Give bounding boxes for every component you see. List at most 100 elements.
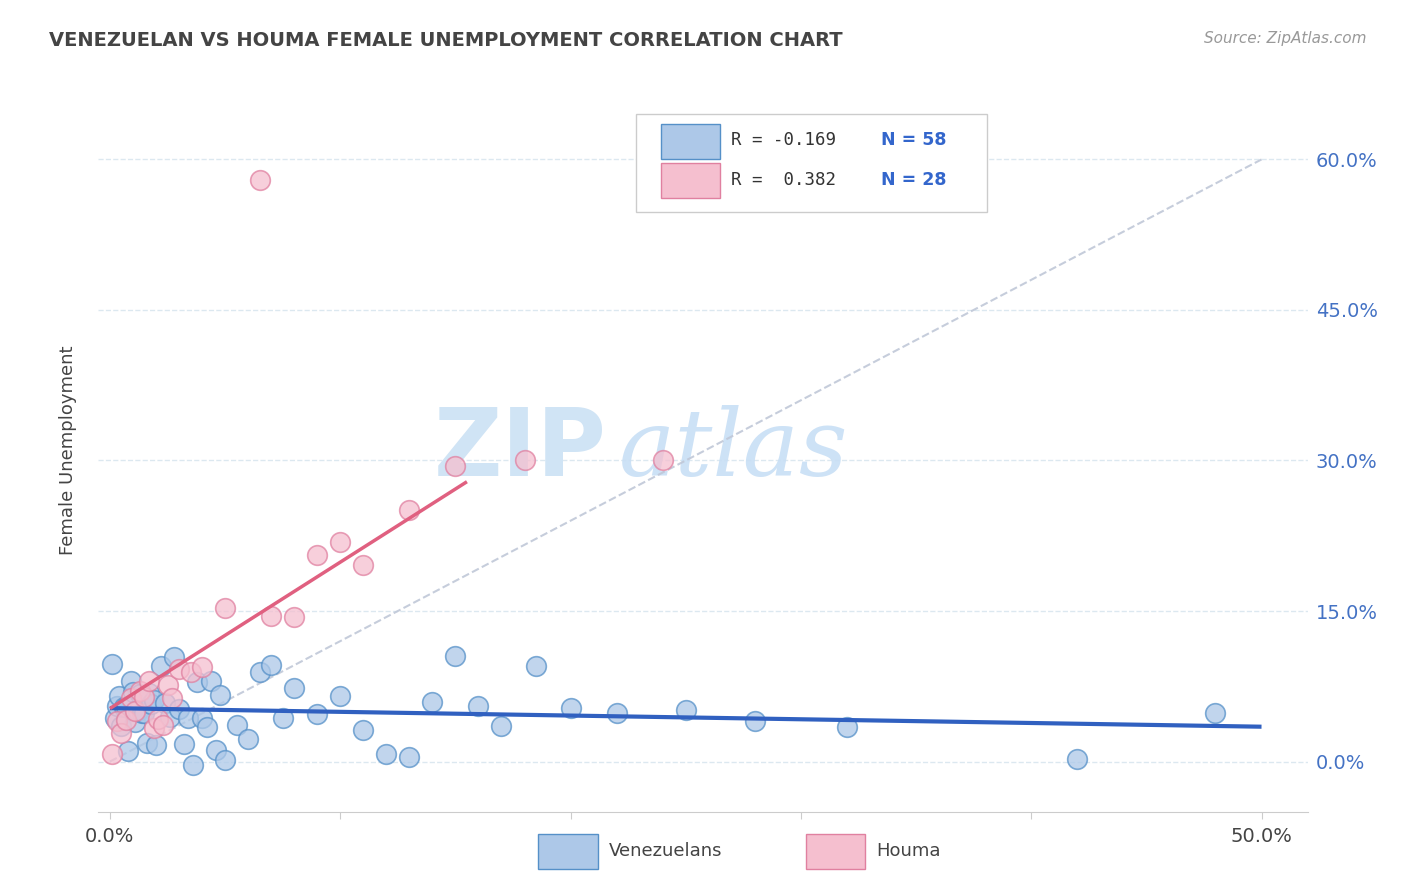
Point (271, 711, 294, 725)
Point (744, 714, 766, 728)
Point (124, 704, 146, 718)
Text: atlas: atlas (619, 406, 848, 495)
Point (141, 697, 163, 711)
Point (214, 601, 236, 615)
Point (835, 720, 858, 734)
Point (128, 687, 150, 701)
Point (560, 701, 582, 715)
Point (156, 678, 179, 692)
Point (524, 658, 547, 673)
Point (117, 744, 139, 758)
Point (307, 707, 329, 722)
Point (444, 648, 467, 663)
Point (260, 608, 283, 623)
Point (138, 686, 160, 700)
Point (606, 706, 628, 720)
Point (675, 703, 697, 717)
Point (120, 691, 142, 706)
Point (205, 742, 228, 756)
Point (191, 711, 214, 725)
Y-axis label: Female Unemployment: Female Unemployment (59, 346, 77, 555)
Point (167, 662, 190, 676)
Point (159, 710, 181, 724)
Point (135, 736, 157, 750)
Point (186, 674, 208, 689)
Text: N = 58: N = 58 (880, 131, 946, 150)
Point (131, 706, 153, 721)
Text: Source: ZipAtlas.com: Source: ZipAtlas.com (1204, 31, 1367, 46)
Point (108, 690, 131, 704)
Point (329, 534, 352, 549)
Point (1204, 706, 1226, 720)
FancyBboxPatch shape (661, 163, 720, 198)
Point (142, 721, 165, 735)
Point (127, 704, 149, 718)
Point (167, 702, 190, 716)
Point (651, 453, 673, 467)
Text: R = -0.169: R = -0.169 (731, 131, 835, 150)
Text: R =  0.382: R = 0.382 (731, 170, 835, 188)
Point (422, 695, 444, 709)
Point (260, 657, 283, 672)
Point (249, 665, 271, 680)
Point (180, 665, 202, 679)
Point (160, 690, 183, 705)
Point (110, 726, 132, 740)
Point (115, 713, 138, 727)
Point (177, 711, 200, 725)
Point (491, 719, 513, 733)
Point (375, 747, 398, 761)
Point (122, 684, 145, 698)
Text: VENEZUELAN VS HOUMA FEMALE UNEMPLOYMENT CORRELATION CHART: VENEZUELAN VS HOUMA FEMALE UNEMPLOYMENT … (49, 31, 842, 50)
Point (181, 758, 204, 772)
Point (120, 674, 142, 689)
Point (307, 548, 329, 562)
Point (124, 715, 146, 730)
Point (145, 739, 167, 753)
Point (103, 711, 125, 725)
Point (115, 699, 138, 714)
Point (225, 718, 247, 732)
Point (398, 749, 420, 764)
Point (444, 458, 467, 473)
Point (209, 688, 232, 702)
Point (214, 753, 236, 767)
Point (352, 558, 374, 572)
Text: N = 28: N = 28 (880, 170, 946, 188)
Point (513, 453, 536, 467)
Point (105, 714, 128, 728)
Point (1066, 752, 1088, 766)
Point (149, 658, 172, 673)
Point (249, 172, 271, 186)
Point (163, 649, 186, 664)
Point (236, 731, 259, 746)
Point (112, 699, 135, 714)
Text: Venezuelans: Venezuelans (609, 842, 723, 860)
FancyBboxPatch shape (637, 114, 987, 212)
Text: ZIP: ZIP (433, 404, 606, 497)
Point (283, 681, 305, 696)
Point (467, 698, 489, 713)
Point (138, 674, 160, 689)
Point (200, 674, 222, 689)
Point (173, 737, 195, 751)
Point (110, 719, 132, 733)
Point (195, 720, 218, 734)
Point (128, 684, 150, 698)
FancyBboxPatch shape (661, 124, 720, 160)
Point (101, 657, 124, 671)
Point (398, 502, 420, 516)
Point (155, 697, 177, 711)
Point (329, 689, 352, 703)
Point (191, 659, 214, 673)
Point (105, 698, 128, 713)
Point (152, 718, 174, 732)
Point (134, 690, 156, 704)
Point (101, 747, 124, 761)
Text: Houma: Houma (876, 842, 941, 860)
Point (352, 723, 374, 737)
Point (134, 706, 156, 720)
Point (148, 712, 170, 726)
Point (142, 693, 165, 707)
Point (283, 609, 305, 624)
